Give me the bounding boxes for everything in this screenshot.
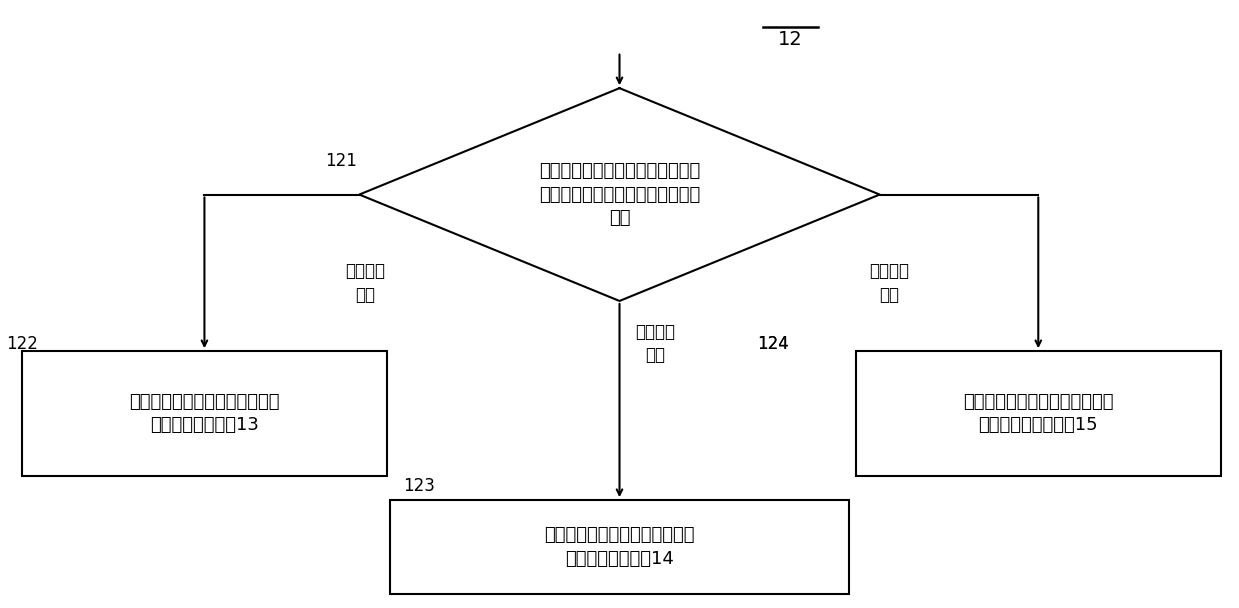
Text: 第二预设
数量: 第二预设 数量 [636, 323, 675, 364]
Polygon shape [359, 88, 880, 301]
Text: 确定出用户的触控操作对象为底
图层，并执行步骤14: 确定出用户的触控操作对象为底 图层，并执行步骤14 [544, 527, 695, 568]
Text: 122: 122 [6, 334, 38, 353]
Text: 124: 124 [757, 334, 789, 353]
Bar [855, 351, 1220, 475]
Text: 判断触控点的数量是否为第一预设
数量、第二预设数量或者第三预设
数量: 判断触控点的数量是否为第一预设 数量、第二预设数量或者第三预设 数量 [539, 162, 700, 227]
Text: 124: 124 [757, 334, 789, 353]
Text: 确定出用户的触控操作对象为显
示界面，并执行步骤15: 确定出用户的触控操作对象为显 示界面，并执行步骤15 [963, 393, 1114, 434]
Text: 确定出用户的触控操作对象为列
表层，并执行步骤13: 确定出用户的触控操作对象为列 表层，并执行步骤13 [129, 393, 280, 434]
Text: 12: 12 [778, 30, 803, 49]
Bar [22, 351, 387, 475]
Text: 第一预设
数量: 第一预设 数量 [346, 262, 385, 303]
Text: 123: 123 [403, 477, 435, 496]
Text: 第三预设
数量: 第三预设 数量 [870, 262, 909, 303]
Text: 121: 121 [325, 152, 357, 170]
Bar [390, 500, 849, 595]
